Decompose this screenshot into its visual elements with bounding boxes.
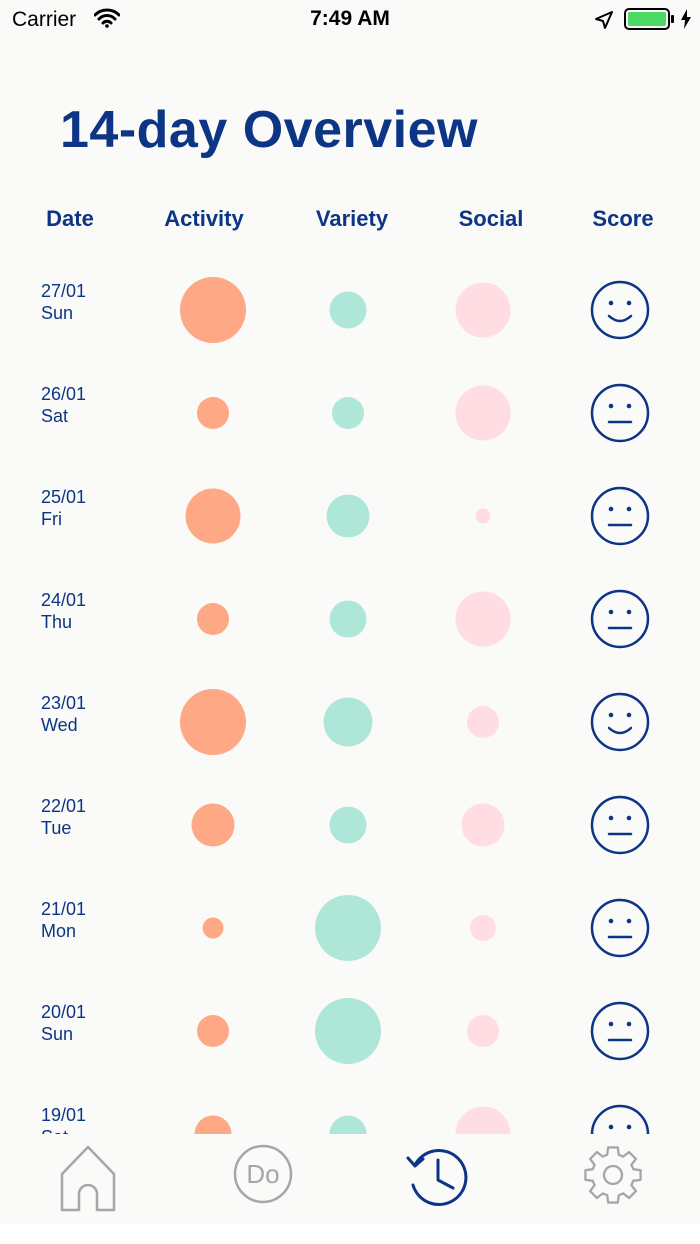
variety-bubble: [323, 697, 373, 747]
gear-icon: [584, 1146, 642, 1204]
row-date: 21/01 Mon: [41, 898, 86, 942]
social-bubble: [475, 508, 491, 524]
row-date: 23/01 Wed: [41, 692, 86, 736]
table-row[interactable]: 21/01 Mon: [0, 876, 700, 979]
activity-bubble: [194, 1115, 232, 1134]
social-bubble: [455, 385, 511, 441]
charging-icon: [680, 9, 692, 34]
row-date-value: 22/01: [41, 796, 87, 816]
activity-bubble: [180, 689, 246, 755]
row-day-value: Sun: [41, 303, 74, 323]
row-date: 22/01 Tue: [41, 795, 86, 839]
activity-bubble: [197, 397, 229, 429]
table-row[interactable]: 20/01 Sun: [0, 979, 700, 1082]
social-bubble: [455, 282, 511, 338]
social-bubble: [455, 1106, 511, 1134]
row-date-value: 26/01: [41, 384, 87, 404]
tab-do-label: Do: [246, 1159, 280, 1189]
tab-do[interactable]: Do: [233, 1144, 293, 1209]
row-day-value: Mon: [41, 921, 77, 941]
row-day-value: Fri: [41, 509, 62, 529]
row-day-value: Sat: [41, 406, 69, 426]
activity-bubble: [197, 603, 229, 635]
overview-table[interactable]: 27/01 Sun 26/01 Sat 25/01 Fri 24/01 Thu 23/01 Wed…: [0, 258, 700, 1134]
row-date-value: 20/01: [41, 1002, 87, 1022]
neutral-face-icon: [590, 589, 650, 649]
tab-settings[interactable]: [582, 1144, 644, 1211]
page-title: 14-day Overview: [60, 101, 478, 159]
column-header-social: Social: [458, 206, 524, 231]
location-arrow-icon: [594, 10, 614, 35]
tab-history[interactable]: [405, 1144, 469, 1213]
social-bubble: [455, 591, 511, 647]
social-bubble: [467, 706, 499, 738]
social-bubble: [470, 915, 496, 941]
tab-bar: Do: [0, 1134, 700, 1224]
row-day-value: Tue: [41, 818, 72, 838]
history-icon: [406, 1148, 468, 1206]
status-bar: Carrier 7:49 AM: [0, 0, 700, 40]
neutral-face-icon: [590, 898, 650, 958]
tab-home[interactable]: [59, 1144, 117, 1217]
variety-bubble: [329, 806, 367, 844]
variety-bubble: [329, 600, 367, 638]
row-day-value: Thu: [41, 612, 73, 632]
row-date-value: 27/01: [41, 281, 87, 301]
row-date-value: 21/01: [41, 899, 87, 919]
row-date-value: 25/01: [41, 487, 87, 507]
column-header-activity: Activity: [164, 206, 244, 231]
variety-bubble: [326, 494, 370, 538]
social-bubble: [467, 1015, 499, 1047]
row-date: 25/01 Fri: [41, 486, 86, 530]
table-row[interactable]: 26/01 Sat: [0, 361, 700, 464]
carrier-label: Carrier: [12, 8, 77, 31]
activity-bubble: [197, 1015, 229, 1047]
row-date-value: 23/01: [41, 693, 87, 713]
wifi-icon: [93, 8, 121, 33]
activity-bubble: [180, 277, 246, 343]
variety-bubble: [332, 397, 364, 429]
happy-face-icon: [590, 280, 650, 340]
column-headers: Date Activity Variety Social Score: [0, 206, 700, 240]
home-icon: [60, 1145, 116, 1212]
row-date: 20/01 Sun: [41, 1001, 86, 1045]
table-row[interactable]: 23/01 Wed: [0, 670, 700, 773]
variety-bubble: [315, 998, 381, 1064]
column-header-date: Date: [46, 206, 94, 231]
row-day-value: Sat: [41, 1126, 86, 1134]
row-day-value: Wed: [41, 715, 78, 735]
neutral-face-icon: [590, 795, 650, 855]
column-header-variety: Variety: [315, 206, 389, 231]
neutral-face-icon: [590, 486, 650, 546]
neutral-face-icon: [590, 1001, 650, 1061]
neutral-face-icon: [590, 1104, 650, 1134]
home-indicator-area: [0, 1224, 700, 1244]
do-icon: [233, 1144, 293, 1204]
neutral-face-icon: [590, 383, 650, 443]
battery-icon: [624, 8, 676, 35]
row-date-value: 19/01: [41, 1105, 87, 1125]
table-row[interactable]: 25/01 Fri: [0, 464, 700, 567]
variety-bubble: [329, 291, 367, 329]
row-date: 24/01 Thu: [41, 589, 86, 633]
table-row[interactable]: 22/01 Tue: [0, 773, 700, 876]
happy-face-icon: [590, 692, 650, 752]
variety-bubble: [315, 895, 381, 961]
activity-bubble: [185, 488, 241, 544]
status-time: 7:49 AM: [310, 7, 390, 30]
table-row[interactable]: 24/01 Thu: [0, 567, 700, 670]
row-date: 26/01 Sat: [41, 383, 86, 427]
row-day-value: Sun: [41, 1024, 74, 1044]
social-bubble: [461, 803, 505, 847]
table-row[interactable]: 27/01 Sun: [0, 258, 700, 361]
variety-bubble: [329, 1115, 367, 1134]
row-date: 27/01 Sun: [41, 280, 86, 324]
column-header-score: Score: [592, 206, 654, 231]
activity-bubble: [191, 803, 235, 847]
activity-bubble: [202, 917, 224, 939]
row-date-value: 24/01: [41, 590, 87, 610]
